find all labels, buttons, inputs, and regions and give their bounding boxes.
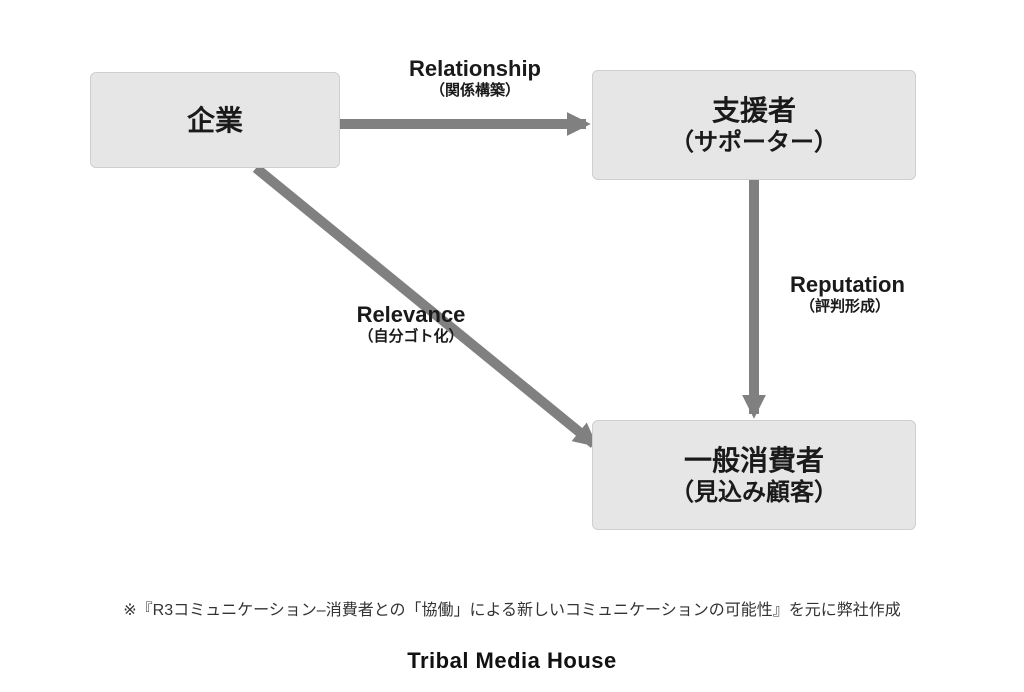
footnote-text: ※『R3コミュニケーション–消費者との「協働」による新しいコミュニケーションの可… [0, 596, 1024, 620]
node-supporter: 支援者 （サポーター） [592, 70, 916, 180]
edge-label-reputation-jp: （評判形成） [790, 298, 970, 316]
node-company-line1: 企業 [187, 103, 243, 138]
diagram-canvas: 企業 支援者 （サポーター） 一般消費者 （見込み顧客） Relationshi… [0, 0, 1024, 692]
edge-label-reputation: Reputation （評判形成） [790, 272, 970, 316]
node-supporter-line2: （サポーター） [670, 128, 838, 158]
node-supporter-line1: 支援者 [712, 93, 796, 128]
node-consumer: 一般消費者 （見込み顧客） [592, 420, 916, 530]
edge-label-reputation-en: Reputation [790, 272, 970, 298]
edge-label-relevance: Relevance （自分ゴト化） [326, 302, 496, 346]
edge-label-relevance-jp: （自分ゴト化） [326, 328, 496, 346]
node-consumer-line2: （見込み顧客） [670, 478, 838, 508]
node-company: 企業 [90, 72, 340, 168]
edge-label-relationship-jp: （関係構築） [380, 82, 570, 100]
edge-label-relevance-en: Relevance [326, 302, 496, 328]
node-consumer-line1: 一般消費者 [684, 443, 824, 478]
edge-label-relationship-en: Relationship [380, 56, 570, 82]
brand-name: Tribal Media House [0, 648, 1024, 674]
edge-label-relationship: Relationship （関係構築） [380, 56, 570, 100]
